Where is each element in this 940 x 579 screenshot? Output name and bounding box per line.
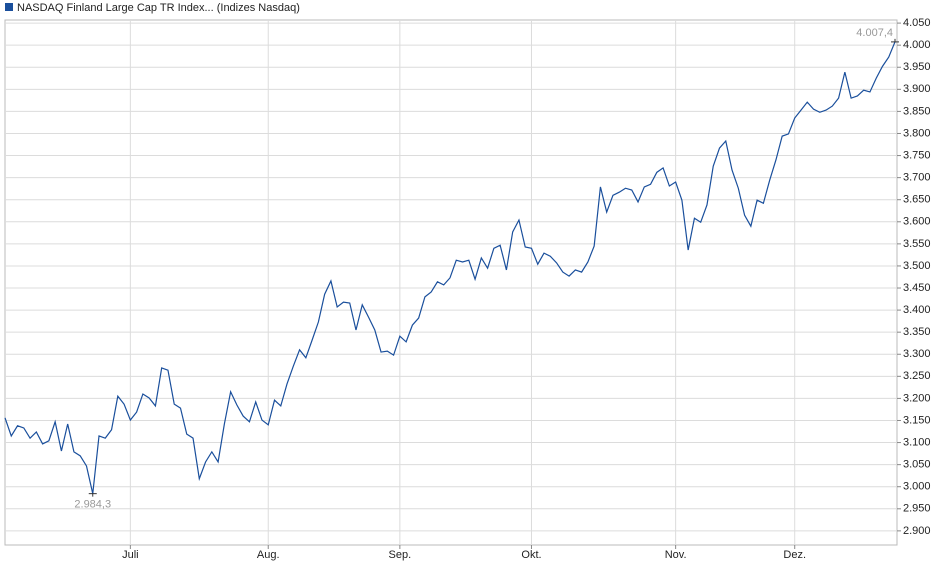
annotation-label: 2.984,3 — [74, 499, 111, 511]
y-tick-label: 3.350 — [903, 326, 931, 338]
y-tick-label: 3.600 — [903, 216, 931, 228]
x-tick-label: Sep. — [389, 549, 412, 561]
y-tick-label: 3.950 — [903, 61, 931, 73]
y-tick-label: 3.100 — [903, 436, 931, 448]
y-tick-label: 3.800 — [903, 127, 931, 139]
y-tick-label: 2.900 — [903, 525, 931, 537]
y-tick-label: 4.050 — [903, 17, 931, 29]
x-tick-label: Aug. — [257, 549, 280, 561]
legend-swatch — [5, 3, 13, 11]
y-tick-label: 3.450 — [903, 282, 931, 294]
legend-label: NASDAQ Finland Large Cap TR Index... (In… — [17, 2, 300, 14]
series-line — [4, 41, 896, 494]
y-tick-label: 4.000 — [903, 39, 931, 51]
y-tick-label: 3.400 — [903, 304, 931, 316]
y-tick-label: 3.650 — [903, 194, 931, 206]
y-tick-label: 3.250 — [903, 370, 931, 382]
y-tick-label: 3.050 — [903, 459, 931, 471]
annotation-label: 4.007,4 — [856, 27, 893, 39]
y-tick-label: 3.550 — [903, 238, 931, 250]
x-tick-label: Okt. — [521, 549, 541, 561]
y-tick-label: 3.900 — [903, 83, 931, 95]
x-tick-label: Nov. — [665, 549, 687, 561]
y-tick-label: 3.200 — [903, 392, 931, 404]
y-tick-label: 3.300 — [903, 348, 931, 360]
y-tick-label: 3.850 — [903, 105, 931, 117]
x-tick-label: Dez. — [783, 549, 806, 561]
y-tick-label: 2.950 — [903, 503, 931, 515]
y-tick-label: 3.700 — [903, 172, 931, 184]
y-tick-label: 3.000 — [903, 481, 931, 493]
plot-frame — [4, 19, 898, 546]
y-tick-label: 3.750 — [903, 149, 931, 161]
x-tick-label: Juli — [122, 549, 139, 561]
y-tick-label: 3.500 — [903, 260, 931, 272]
y-tick-label: 3.150 — [903, 414, 931, 426]
